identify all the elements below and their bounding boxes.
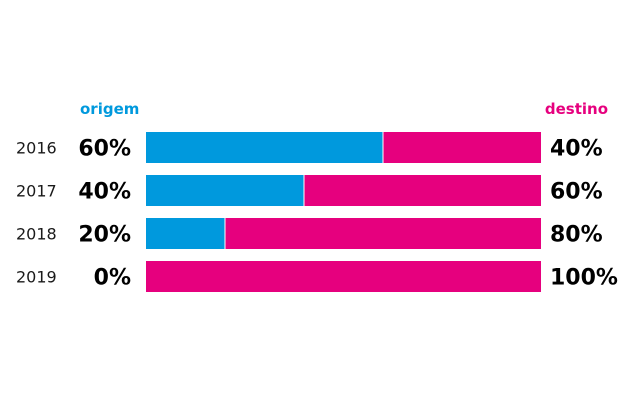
value-label-origem-2017: 40% (78, 180, 131, 205)
legend-origem: origem (80, 100, 139, 118)
value-label-destino-2018: 80% (550, 223, 603, 248)
year-label-2019: 2019 (16, 268, 57, 287)
bar-destino-2018 (225, 218, 541, 249)
value-label-destino-2016: 40% (550, 137, 603, 162)
legend-destino: destino (545, 100, 608, 118)
chart-row-2018: 2018 20% 80% (16, 218, 603, 249)
bar-origem-2018 (146, 218, 225, 249)
value-label-origem-2019: 0% (94, 266, 131, 291)
chart-row-2019: 2019 0% 100% (16, 261, 618, 292)
year-label-2016: 2016 (16, 139, 57, 158)
year-label-2017: 2017 (16, 182, 57, 201)
chart-row-2016: 2016 60% 40% (16, 132, 603, 163)
value-label-origem-2016: 60% (78, 137, 131, 162)
year-label-2018: 2018 (16, 225, 57, 244)
bar-origem-2017 (146, 175, 304, 206)
value-label-destino-2017: 60% (550, 180, 603, 205)
value-label-origem-2018: 20% (78, 223, 131, 248)
value-label-destino-2019: 100% (550, 266, 618, 291)
bar-origem-2016 (146, 132, 383, 163)
chart-rows: 2016 60% 40% 2017 40% 60% 2018 20% 80% 2019 0% 100% (16, 132, 618, 292)
bar-destino-2019 (146, 261, 541, 292)
bar-destino-2017 (304, 175, 541, 206)
bar-destino-2016 (383, 132, 541, 163)
chart-row-2017: 2017 40% 60% (16, 175, 603, 206)
